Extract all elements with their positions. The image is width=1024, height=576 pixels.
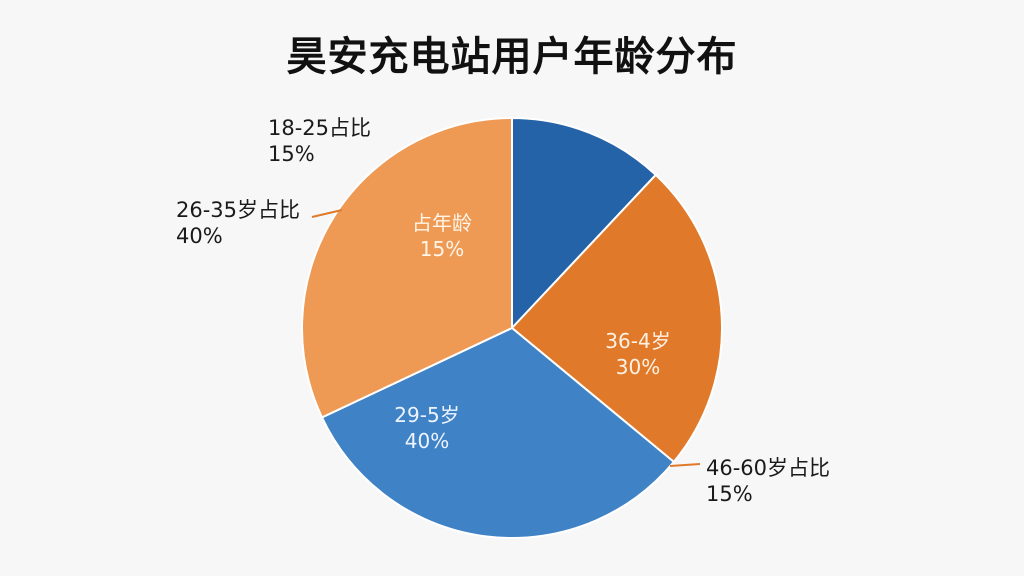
callout-leader-line [311, 209, 343, 218]
slice-label-percent: 30% [615, 355, 661, 379]
callout-leader-line [669, 463, 701, 467]
slice-label-text: 36-4岁 [605, 329, 671, 353]
slice-label-percent: 40% [404, 429, 450, 453]
slice-label-percent: 15% [419, 237, 465, 261]
chart-title: 昊安充电站用户年龄分布 [286, 34, 738, 80]
slice-label-orange-light: 占年龄 15% [372, 210, 512, 262]
callout-percent: 15% [268, 142, 315, 166]
pie-slice [510, 173, 723, 464]
callout-label: 26-35岁占比 [176, 198, 301, 222]
slice-label-orange-dark: 36-4岁 30% [568, 328, 708, 380]
callout-percent: 15% [706, 482, 753, 506]
pie-slice [301, 116, 513, 419]
pie-slice [511, 116, 658, 331]
callout-percent: 40% [176, 224, 223, 248]
callout-26-35: 26-35岁占比 40% [176, 197, 300, 249]
slice-label-text: 占年龄 [412, 211, 472, 235]
callout-18-25: 18-25占比 15% [268, 115, 371, 167]
callout-46-60: 46-60岁占比 15% [706, 455, 830, 507]
pie-slice [320, 326, 676, 539]
callout-label: 18-25占比 [268, 116, 372, 140]
slice-label-text: 29-5岁 [394, 403, 460, 427]
callout-label: 46-60岁占比 [706, 456, 831, 480]
slice-label-blue: 29-5岁 40% [352, 402, 502, 454]
